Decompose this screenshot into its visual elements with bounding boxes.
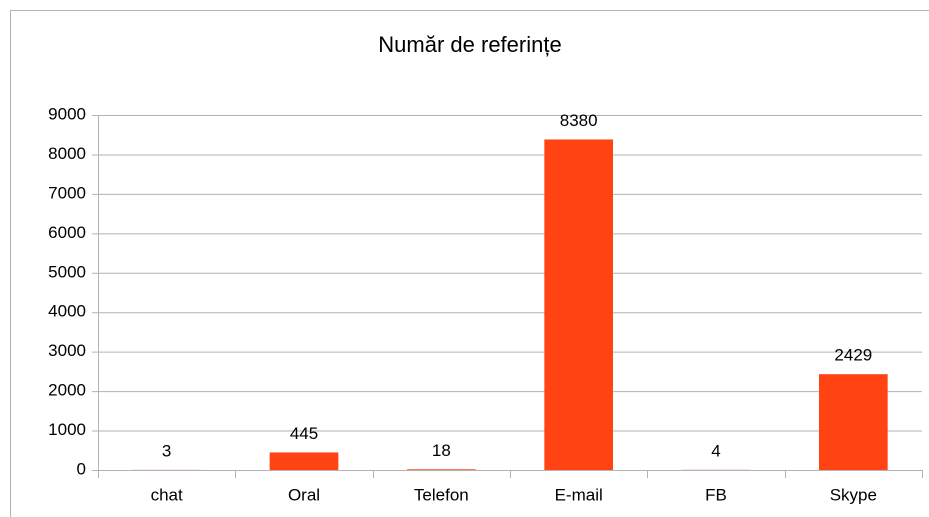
y-tick-label: 5000: [48, 262, 86, 281]
y-tick-label: 3000: [48, 341, 86, 360]
x-tick-label: E-mail: [555, 485, 603, 504]
y-tick-label: 0: [77, 459, 86, 478]
data-label: 4: [711, 441, 720, 460]
chart-title: Număr de referințe: [378, 32, 561, 57]
x-tick-label: Telefon: [414, 485, 469, 504]
data-label: 18: [432, 441, 451, 460]
y-tick-label: 2000: [48, 381, 86, 400]
x-tick-label: chat: [151, 485, 183, 504]
x-tick-label: FB: [705, 485, 727, 504]
data-label: 8380: [560, 111, 598, 130]
data-label: 445: [290, 424, 318, 443]
y-tick-label: 7000: [48, 183, 86, 202]
data-label: 3: [162, 441, 171, 460]
data-label: 2429: [834, 346, 872, 365]
y-tick-label: 8000: [48, 144, 86, 163]
y-tick-label: 9000: [48, 104, 86, 123]
y-tick-label: 1000: [48, 420, 86, 439]
bar: [269, 452, 339, 470]
y-tick-label: 4000: [48, 302, 86, 321]
bar: [407, 469, 476, 470]
bar: [544, 139, 613, 470]
x-tick-label: Oral: [288, 485, 320, 504]
y-tick-label: 6000: [48, 223, 86, 242]
chart-frame: [10, 10, 929, 517]
x-tick-label: Skype: [830, 485, 877, 504]
bar: [819, 374, 888, 470]
